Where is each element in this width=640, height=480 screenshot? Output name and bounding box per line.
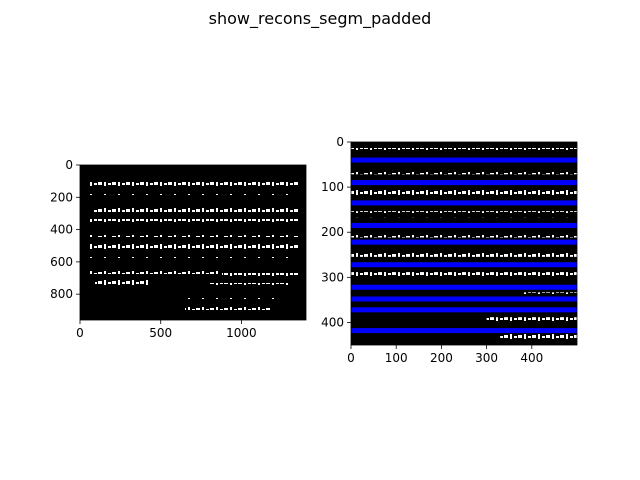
ink-line [351, 148, 577, 154]
y-tick-label: 800 [50, 287, 73, 301]
blue-band [351, 328, 577, 333]
x-tick-label: 100 [385, 351, 408, 365]
left-image-panel: 0 500 1000 0 200 400 600 800 [50, 158, 306, 340]
blue-band [351, 262, 577, 267]
x-tick-label: 500 [149, 326, 172, 340]
left-y-axis: 0 200 400 600 800 [50, 158, 80, 301]
ink-line [487, 317, 577, 323]
x-tick-label: 300 [475, 351, 498, 365]
blue-band [351, 296, 577, 301]
ink-line [88, 219, 300, 224]
y-tick-label: 200 [321, 225, 344, 239]
blue-band [351, 200, 577, 205]
ink-line [185, 305, 270, 310]
blue-band [351, 285, 577, 290]
x-tick-label: 400 [520, 351, 543, 365]
ink-line [351, 211, 577, 217]
x-tick-label: 0 [347, 351, 355, 365]
x-tick-label: 0 [76, 326, 84, 340]
right-x-axis: 0 100 200 300 400 [347, 345, 543, 365]
ink-line [351, 168, 577, 174]
y-tick-label: 400 [50, 223, 73, 237]
ink-line [90, 257, 300, 262]
blue-band [351, 240, 577, 245]
ink-line [351, 251, 577, 257]
blue-band [351, 180, 577, 185]
blue-band [351, 158, 577, 163]
figure-title: show_recons_segm_padded [209, 9, 432, 29]
y-tick-label: 300 [321, 270, 344, 284]
left-x-axis: 0 500 1000 [76, 320, 257, 340]
ink-line [351, 190, 577, 196]
ink-line [210, 283, 290, 288]
y-tick-label: 0 [336, 135, 344, 149]
ink-line [90, 232, 300, 237]
ink-line [90, 182, 300, 187]
y-tick-label: 600 [50, 255, 73, 269]
ink-line [351, 272, 577, 278]
x-tick-label: 200 [430, 351, 453, 365]
right-y-axis: 0 100 200 300 400 [321, 135, 351, 329]
ink-line [90, 269, 220, 274]
right-image-panel: 0 100 200 300 400 0 100 200 300 400 [321, 135, 577, 365]
ink-line [180, 294, 285, 299]
y-tick-label: 400 [321, 315, 344, 329]
ink-line [92, 207, 300, 212]
ink-line [95, 280, 150, 285]
ink-line [222, 273, 300, 278]
blue-band [351, 307, 577, 312]
ink-line [500, 333, 577, 339]
ink-line [88, 194, 300, 199]
y-tick-label: 0 [65, 158, 73, 172]
ink-line [88, 244, 300, 249]
ink-line [351, 231, 577, 237]
y-tick-label: 200 [50, 190, 73, 204]
x-tick-label: 1000 [226, 326, 257, 340]
blue-band [351, 223, 577, 228]
y-tick-label: 100 [321, 180, 344, 194]
